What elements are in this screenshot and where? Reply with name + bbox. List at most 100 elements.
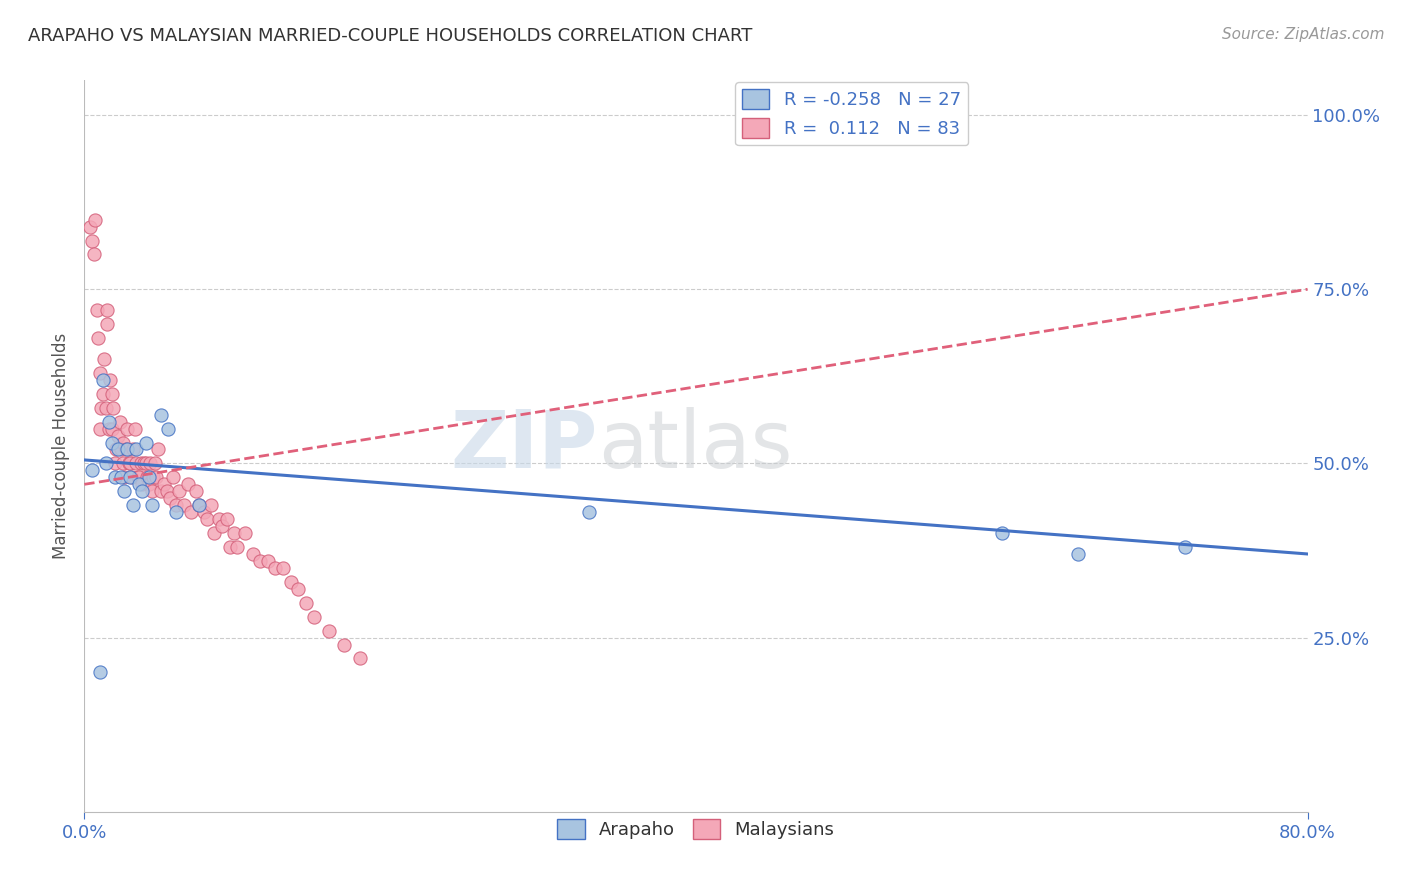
Point [224, 526, 246, 541]
Point [131, 477, 153, 491]
Point [89, 665, 111, 680]
Point [264, 561, 287, 575]
Point [135, 457, 157, 471]
Point [101, 435, 124, 450]
Point [242, 547, 264, 561]
Point [129, 457, 152, 471]
Point [91, 373, 114, 387]
Point [93, 351, 115, 366]
Point [87, 331, 110, 345]
Point [125, 442, 148, 457]
Point [124, 421, 146, 435]
Point [149, 484, 172, 499]
Point [103, 401, 125, 415]
Point [94, 401, 117, 415]
Legend: Arapaho, Malaysians: Arapaho, Malaysians [550, 813, 842, 847]
Point [90, 401, 112, 415]
Point [226, 540, 249, 554]
Point [159, 491, 181, 506]
Point [349, 651, 371, 665]
Point [120, 457, 142, 471]
Point [120, 470, 142, 484]
Point [110, 470, 132, 484]
Point [218, 540, 240, 554]
Y-axis label: Married-couple Households: Married-couple Households [52, 333, 70, 559]
Point [202, 526, 225, 541]
Point [184, 484, 207, 499]
Point [110, 442, 132, 457]
Point [1174, 540, 1197, 554]
Point [121, 470, 143, 484]
Point [104, 470, 127, 484]
Point [333, 638, 356, 652]
Point [132, 457, 155, 471]
Point [128, 477, 150, 491]
Text: ZIP: ZIP [451, 407, 598, 485]
Point [131, 484, 153, 499]
Point [122, 442, 145, 457]
Point [157, 421, 180, 435]
Point [177, 477, 200, 491]
Point [101, 421, 124, 435]
Point [111, 435, 134, 450]
Point [97, 421, 120, 435]
Point [114, 442, 136, 457]
Point [302, 609, 325, 624]
Point [136, 470, 159, 484]
Point [1067, 547, 1090, 561]
Point [107, 428, 129, 442]
Point [112, 470, 135, 484]
Point [89, 421, 111, 435]
Point [215, 512, 238, 526]
Point [295, 596, 318, 610]
Point [141, 498, 163, 512]
Point [156, 484, 179, 499]
Point [143, 457, 166, 471]
Point [271, 561, 294, 575]
Point [96, 317, 118, 331]
Point [142, 470, 165, 484]
Point [80, 463, 103, 477]
Point [94, 457, 117, 471]
Point [108, 415, 131, 429]
Text: Source: ZipAtlas.com: Source: ZipAtlas.com [1222, 27, 1385, 42]
Point [188, 498, 211, 512]
Point [139, 457, 162, 471]
Point [233, 526, 256, 541]
Point [145, 470, 167, 484]
Point [208, 512, 231, 526]
Point [127, 470, 149, 484]
Point [89, 366, 111, 380]
Point [280, 574, 302, 589]
Point [112, 484, 135, 499]
Point [257, 554, 280, 568]
Point [128, 470, 150, 484]
Point [83, 247, 105, 261]
Point [79, 219, 101, 234]
Point [122, 498, 145, 512]
Point [125, 457, 148, 471]
Point [200, 498, 222, 512]
Point [211, 519, 233, 533]
Point [146, 442, 169, 457]
Point [167, 484, 190, 499]
Point [97, 415, 120, 429]
Point [115, 442, 138, 457]
Point [249, 554, 271, 568]
Point [173, 498, 195, 512]
Point [104, 457, 127, 471]
Point [578, 505, 600, 519]
Point [115, 421, 138, 435]
Point [111, 457, 134, 471]
Point [105, 442, 128, 457]
Point [138, 477, 160, 491]
Point [141, 484, 163, 499]
Point [80, 234, 103, 248]
Point [188, 498, 211, 512]
Point [180, 505, 202, 519]
Point [98, 373, 121, 387]
Point [86, 303, 108, 318]
Point [318, 624, 340, 638]
Point [153, 477, 176, 491]
Point [165, 498, 187, 512]
